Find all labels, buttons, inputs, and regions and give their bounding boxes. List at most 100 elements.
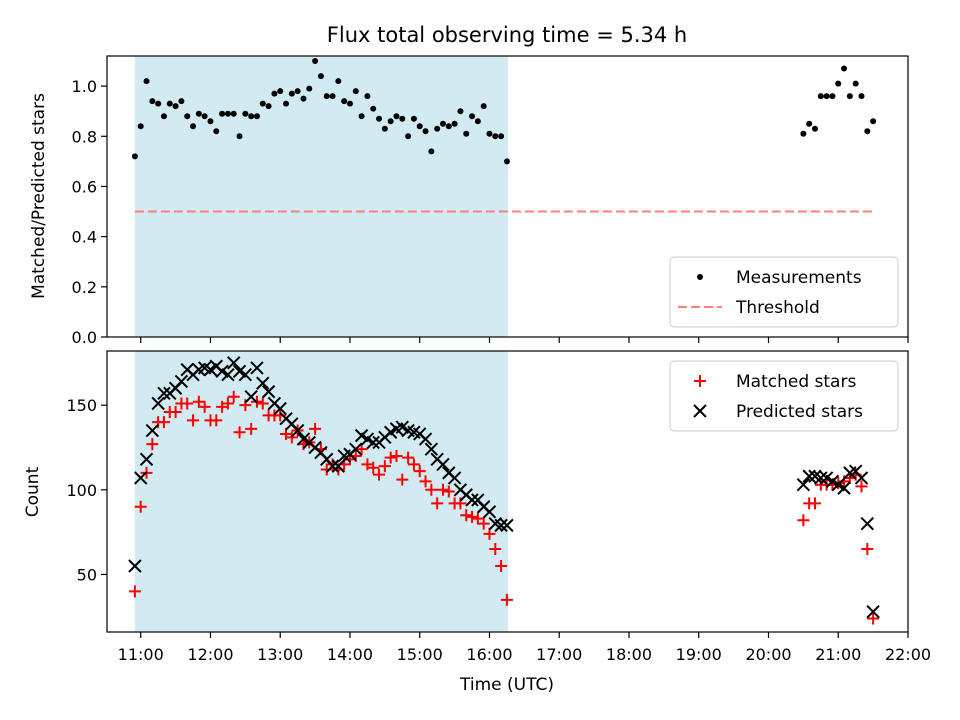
measurement-point [858, 93, 865, 100]
matched-star-point [466, 510, 479, 523]
y-tick-label: 0.4 [72, 228, 97, 247]
legend-measurement-swatch [697, 274, 703, 280]
predicted-star-point [134, 471, 148, 485]
predicted-star-point [854, 471, 869, 485]
matched-star-point [187, 414, 200, 427]
ratio-y-axis-label: Matched/Predicted stars [29, 93, 49, 299]
measurement-point [457, 108, 464, 115]
measurement-point [381, 125, 388, 132]
ratio-plot-area [131, 58, 877, 213]
measurement-point [190, 123, 197, 130]
measurement-point [248, 113, 255, 120]
x-tick-label: 19:00 [676, 645, 722, 664]
predicted-star-point [802, 469, 816, 483]
predicted-star-point [796, 478, 811, 492]
predicted-star-point [465, 493, 479, 507]
measurement-point [806, 120, 813, 127]
matched-star-point [402, 451, 415, 464]
legend-predicted-swatch [693, 404, 707, 418]
matched-star-point [320, 463, 333, 476]
predicted-star-point [860, 516, 875, 531]
measurement-point [498, 133, 505, 140]
y-tick-label: 150 [66, 396, 97, 415]
predicted-star-point [436, 457, 450, 472]
matched-star-point [390, 449, 403, 462]
measurement-point [811, 125, 818, 132]
ratio-axes-frame [106, 55, 909, 338]
matched-star-point [378, 460, 391, 473]
measurement-point [864, 128, 871, 135]
measurement-point [346, 100, 353, 107]
measurement-point [184, 113, 191, 120]
measurement-point [416, 123, 423, 130]
y-tick-label: 100 [66, 481, 97, 500]
measurement-point [155, 100, 162, 107]
predicted-star-point [290, 423, 305, 438]
y-tick-label: 0.6 [72, 177, 97, 196]
matched-star-point [210, 414, 223, 427]
matched-star-point [221, 397, 234, 410]
matched-star-point [489, 543, 502, 556]
matched-star-point [477, 517, 490, 530]
measurement-point [294, 88, 301, 95]
predicted-star-point [227, 356, 241, 370]
y-tick-label: 1.0 [72, 77, 97, 96]
legend-label: Predicted stars [736, 402, 863, 422]
predicted-star-point [494, 518, 508, 533]
predicted-star-point [814, 471, 828, 485]
matched-star-point [285, 431, 298, 444]
measurement-point [242, 110, 249, 117]
measurement-point [358, 113, 365, 120]
predicted-star-point [157, 386, 171, 401]
predicted-star-point [256, 376, 270, 390]
count-axes-frame [106, 350, 909, 633]
ratio-x-axis [140, 337, 909, 343]
measurement-point [823, 93, 830, 100]
measurement-point [178, 98, 185, 105]
matched-star-point [407, 458, 420, 471]
measurement-point [219, 110, 226, 117]
count-plot-area [128, 356, 880, 625]
matched-star-point [134, 500, 147, 513]
measurement-point [463, 130, 470, 137]
measurement-point [846, 93, 853, 100]
predicted-star-point [482, 505, 497, 519]
x-tick-label: 21:00 [815, 645, 861, 664]
measurement-point [230, 110, 237, 117]
x-tick-label: 11:00 [118, 645, 164, 664]
predicted-star-point [837, 481, 851, 495]
x-tick-label: 12:00 [187, 645, 233, 664]
measurement-point [370, 105, 377, 112]
matched-star-point [256, 397, 269, 410]
count-y-axis-label: Count [23, 466, 43, 517]
measurement-point [149, 98, 156, 105]
x-tick-label: 17:00 [536, 645, 582, 664]
matched-star-point [436, 483, 449, 496]
measurement-point [434, 125, 441, 132]
predicted-star-point [250, 361, 264, 375]
predicted-star-point [331, 459, 346, 473]
count-y-axis: 50 100 150 [66, 396, 107, 584]
measurement-point [253, 113, 260, 120]
predicted-star-point [866, 604, 880, 619]
measurement-point [428, 148, 435, 155]
matched-star-point [157, 416, 170, 429]
legend-box [669, 256, 899, 328]
ratio-legend: Measurements Threshold [669, 256, 899, 328]
x-tick-label: 14:00 [327, 645, 373, 664]
predicted-star-point [366, 435, 380, 450]
matched-star-point [309, 422, 322, 435]
matched-star-point [233, 426, 246, 439]
matched-star-point [198, 400, 211, 413]
matched-star-point [460, 509, 473, 522]
matched-star-point [500, 593, 513, 606]
measurement-point [503, 158, 510, 165]
legend-box [669, 360, 899, 432]
x-axis-label: Time (UTC) [459, 675, 554, 695]
observing-span-top [134, 56, 509, 337]
y-tick-label: 0.0 [72, 328, 97, 347]
matched-star-point [146, 438, 159, 451]
x-tick-label: 15:00 [397, 645, 443, 664]
